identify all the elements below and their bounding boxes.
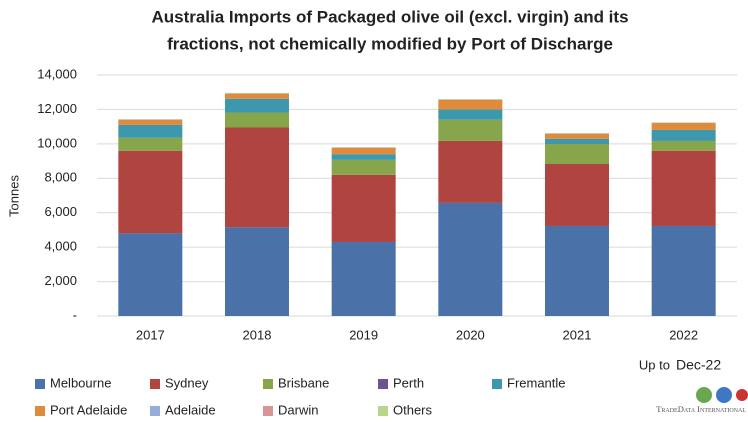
bar-segment: [331, 147, 396, 155]
bar-segment: [545, 144, 609, 164]
bar-segment: [118, 233, 183, 316]
legend-swatch: [35, 379, 45, 389]
x-tick-label: 2022: [669, 327, 698, 342]
y-tick-label: 2,000: [44, 273, 77, 288]
bar-segment: [331, 241, 396, 316]
legend-label: Fremantle: [507, 375, 566, 390]
legend-swatch: [378, 379, 388, 389]
legend-swatch: [35, 406, 45, 416]
bar-segment: [651, 140, 716, 151]
bar-segment: [651, 225, 716, 316]
bar-segment: [438, 109, 503, 120]
y-tick-label: 14,000: [37, 66, 77, 81]
y-tick-label: -: [73, 307, 77, 322]
chart-title: Australia Imports of Packaged olive oil …: [151, 7, 628, 26]
y-tick-label: 10,000: [37, 135, 77, 150]
bar-segment: [118, 124, 183, 138]
y-tick-label: 6,000: [44, 204, 77, 219]
legend-label: Perth: [393, 375, 424, 390]
legend-swatch: [263, 406, 273, 416]
legend-label: Melbourne: [50, 375, 111, 390]
legend-swatch: [492, 379, 502, 389]
bar-segment: [118, 119, 183, 125]
bar-segment: [331, 159, 396, 175]
x-tick-label: 2020: [456, 327, 485, 342]
legend-label: Port Adelaide: [50, 402, 127, 417]
bar-segment: [545, 163, 609, 226]
bar-segment: [118, 150, 183, 234]
note: Dec-22: [676, 357, 721, 373]
logo-icon: [696, 387, 712, 403]
bar-segment: [545, 133, 609, 139]
bar-segment: [651, 123, 716, 130]
legend-swatch: [263, 379, 273, 389]
legend-label: Darwin: [278, 402, 318, 417]
bar-segment: [545, 138, 609, 145]
bar-segment: [225, 98, 289, 113]
bar-segment: [225, 127, 289, 228]
bar-segment: [118, 137, 183, 151]
bar-segment: [225, 112, 289, 128]
bar-segment: [225, 93, 289, 99]
y-tick-label: 8,000: [44, 170, 77, 185]
legend-label: Others: [393, 402, 433, 417]
logo: TradeData International: [656, 404, 746, 414]
bar-segment: [331, 174, 396, 242]
bar-segment: [545, 225, 609, 316]
bar-segment: [438, 202, 503, 316]
y-axis-label: Tonnes: [6, 175, 21, 217]
chart-title: fractions, not chemically modified by Po…: [167, 34, 613, 53]
x-tick-label: 2018: [243, 327, 272, 342]
bar-segment: [438, 140, 503, 203]
legend-label: Sydney: [165, 375, 209, 390]
legend-label: Adelaide: [165, 402, 216, 417]
bar-segment: [438, 119, 503, 141]
logo-icon: [716, 387, 732, 403]
bar-segment: [651, 150, 716, 226]
x-tick-label: 2021: [563, 327, 592, 342]
legend-swatch: [378, 406, 388, 416]
bar-segment: [225, 227, 289, 316]
x-tick-label: 2017: [136, 327, 165, 342]
note: Up to: [639, 357, 670, 372]
legend-label: Brisbane: [278, 375, 329, 390]
x-tick-label: 2019: [349, 327, 378, 342]
y-tick-label: 4,000: [44, 239, 77, 254]
legend-swatch: [150, 379, 160, 389]
bar-segment: [438, 99, 503, 110]
logo-icon: [736, 389, 748, 401]
bar-segment: [331, 154, 396, 160]
legend-swatch: [150, 406, 160, 416]
bar-segment: [651, 129, 716, 141]
y-tick-label: 12,000: [37, 101, 77, 116]
